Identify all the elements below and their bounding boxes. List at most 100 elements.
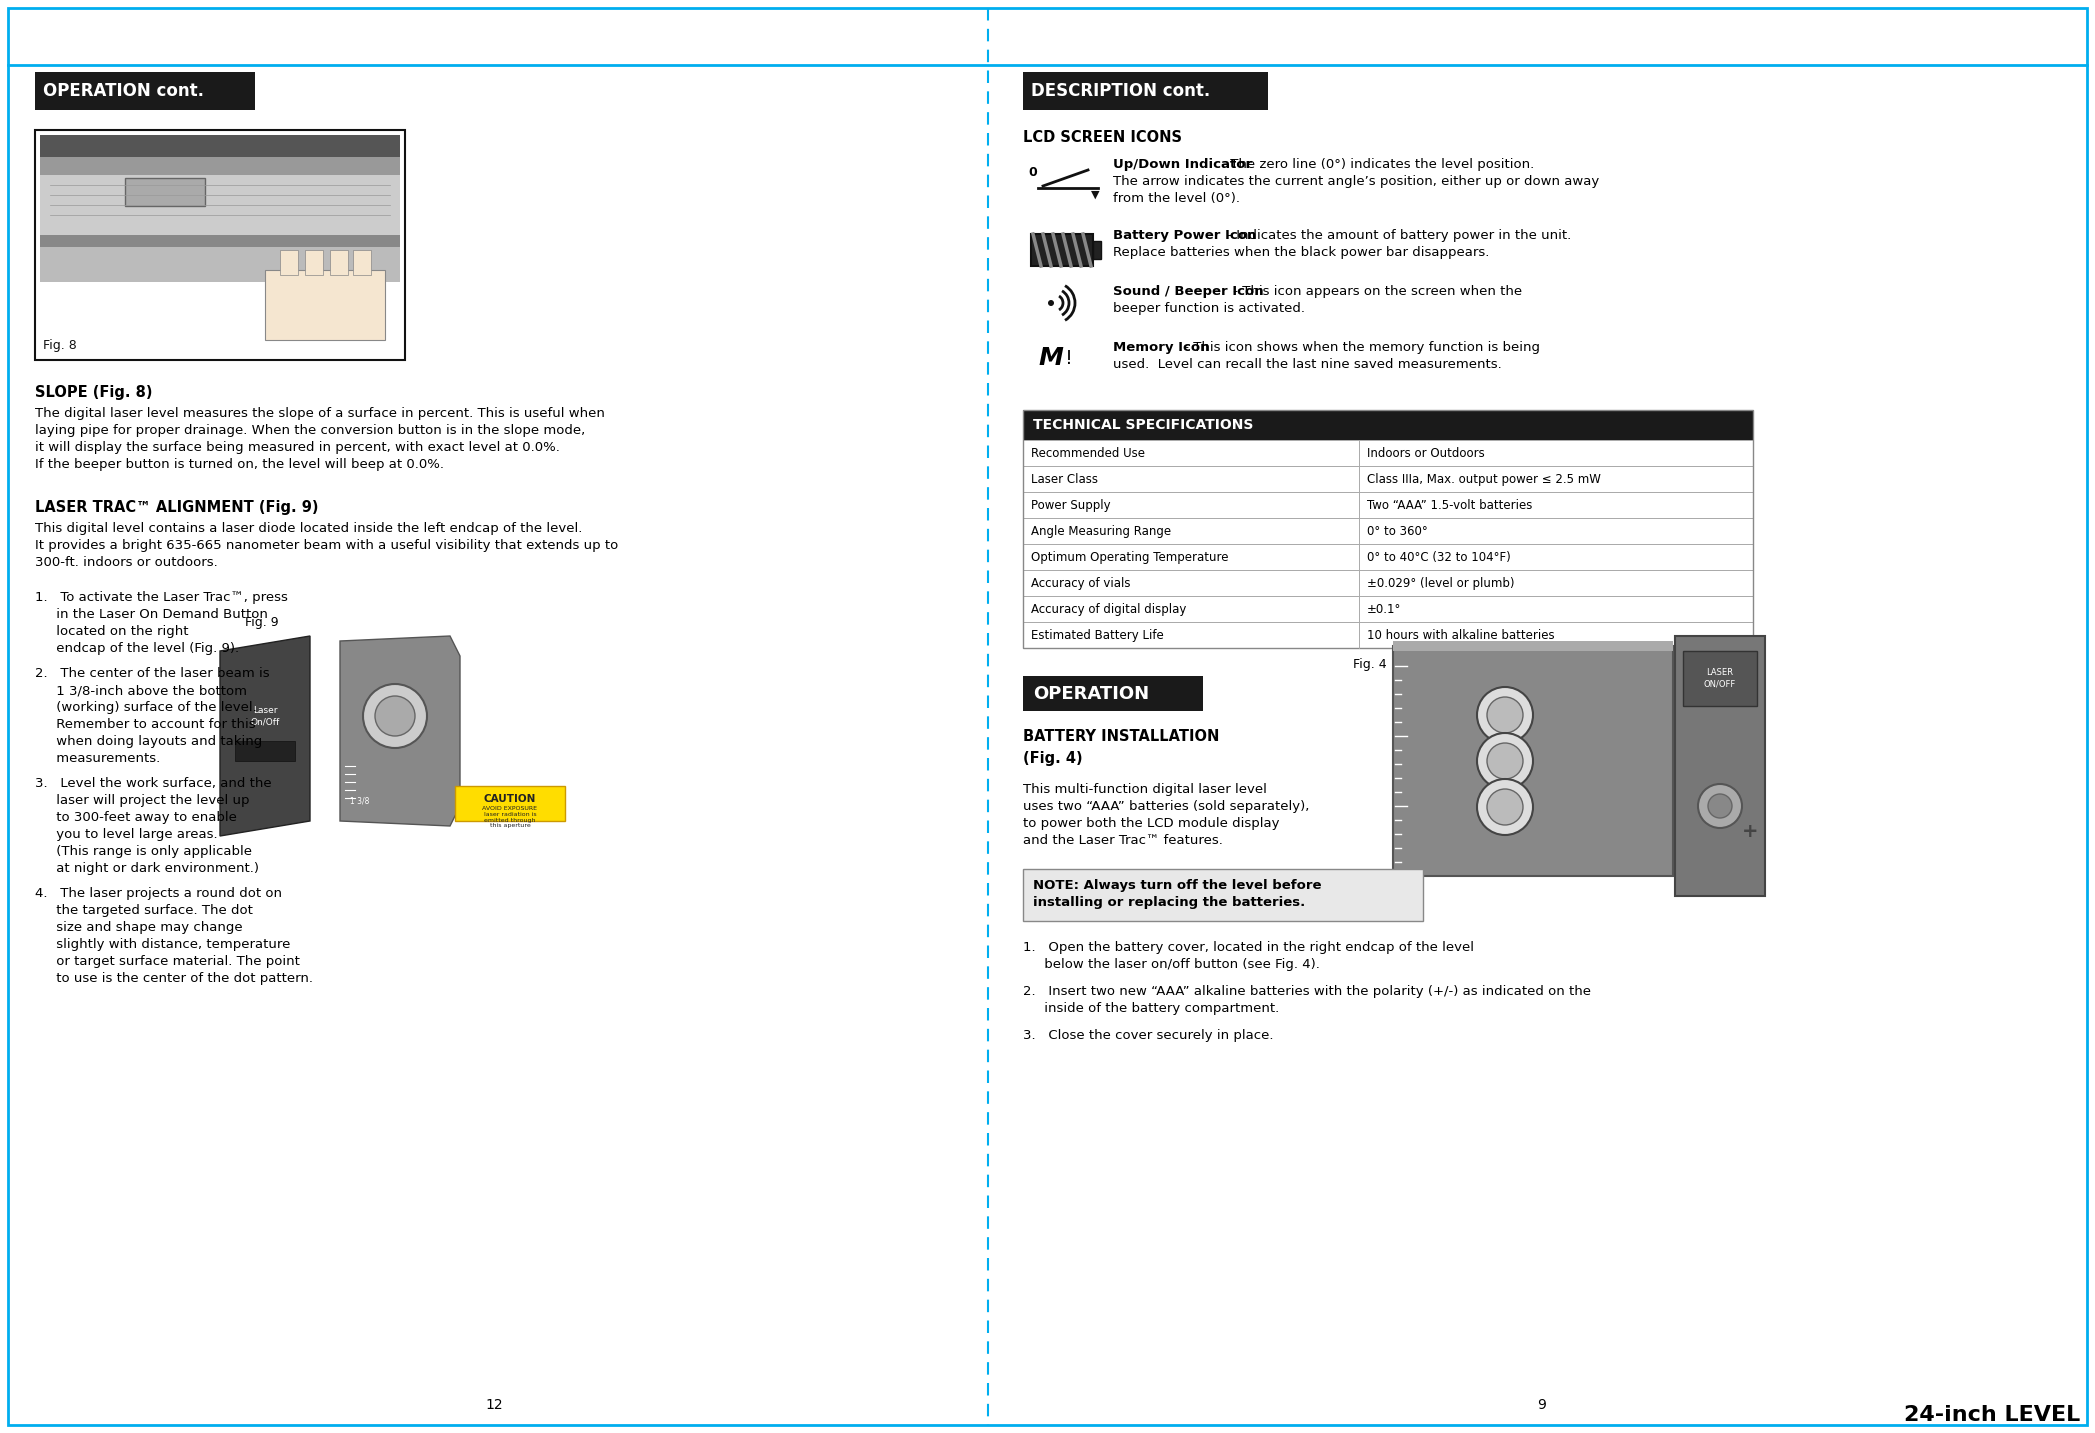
Text: - This icon appears on the screen when the: - This icon appears on the screen when t… (1230, 285, 1523, 298)
Text: uses two “AAA” batteries (sold separately),: uses two “AAA” batteries (sold separatel… (1022, 800, 1309, 813)
Text: when doing layouts and taking: when doing layouts and taking (36, 735, 262, 748)
Bar (1022, 868, 1423, 921)
Text: 12: 12 (486, 1399, 503, 1412)
Text: Power Supply: Power Supply (1031, 499, 1110, 512)
Circle shape (1477, 686, 1534, 742)
Text: 24-inch LEVEL: 24-inch LEVEL (1904, 1404, 2080, 1424)
Circle shape (1487, 742, 1523, 780)
Bar (264, 269, 385, 340)
Text: OPERATION cont.: OPERATION cont. (44, 82, 203, 100)
Text: Memory Icon: Memory Icon (1112, 341, 1209, 354)
Text: you to level large areas.: you to level large areas. (36, 828, 218, 841)
Text: 3.   Level the work surface, and the: 3. Level the work surface, and the (36, 777, 272, 790)
Circle shape (1699, 784, 1743, 828)
Circle shape (1477, 780, 1534, 835)
Bar (40, 235, 400, 246)
Text: Class IIIa, Max. output power ≤ 2.5 mW: Class IIIa, Max. output power ≤ 2.5 mW (1366, 473, 1601, 486)
Text: Fig. 8: Fig. 8 (44, 340, 78, 353)
Text: in the Laser On Demand Button: in the Laser On Demand Button (36, 608, 268, 620)
Text: below the laser on/off button (see Fig. 4).: below the laser on/off button (see Fig. … (1022, 959, 1320, 972)
Text: Laser
On/Off: Laser On/Off (251, 706, 279, 727)
Text: Remember to account for this: Remember to account for this (36, 718, 256, 731)
Text: it will display the surface being measured in percent, with exact level at 0.0%.: it will display the surface being measur… (36, 441, 559, 454)
Text: Angle Measuring Range: Angle Measuring Range (1031, 524, 1171, 537)
Text: Optimum Operating Temperature: Optimum Operating Temperature (1031, 550, 1228, 563)
Text: !: ! (1064, 350, 1073, 368)
Text: ±0.1°: ±0.1° (1366, 602, 1402, 616)
Text: M: M (1037, 345, 1062, 370)
Bar (306, 249, 323, 275)
Bar (1022, 570, 1754, 596)
Bar (1022, 492, 1754, 517)
Text: (Fig. 4): (Fig. 4) (1022, 751, 1083, 767)
Text: to power both the LCD module display: to power both the LCD module display (1022, 817, 1280, 830)
Text: BATTERY INSTALLATION: BATTERY INSTALLATION (1022, 729, 1219, 744)
Bar (36, 130, 404, 360)
Text: 3.   Close the cover securely in place.: 3. Close the cover securely in place. (1022, 1029, 1274, 1042)
Text: This multi-function digital laser level: This multi-function digital laser level (1022, 782, 1267, 795)
Text: 2.   The center of the laser beam is: 2. The center of the laser beam is (36, 666, 270, 681)
Bar (1031, 234, 1094, 267)
Text: 1 3/8: 1 3/8 (350, 795, 369, 805)
Text: ±0.029° (level or plumb): ±0.029° (level or plumb) (1366, 576, 1515, 589)
Text: 0° to 40°C (32 to 104°F): 0° to 40°C (32 to 104°F) (1366, 550, 1510, 563)
Text: to 300-feet away to enable: to 300-feet away to enable (36, 811, 237, 824)
Text: 1 3/8-inch above the bottom: 1 3/8-inch above the bottom (36, 684, 247, 696)
Text: slightly with distance, temperature: slightly with distance, temperature (36, 939, 291, 952)
Text: or target surface material. The point: or target surface material. The point (36, 954, 300, 969)
Text: LCD SCREEN ICONS: LCD SCREEN ICONS (1022, 130, 1182, 145)
Text: Battery Power Icon: Battery Power Icon (1112, 229, 1257, 242)
Bar (455, 785, 566, 821)
Text: SLOPE (Fig. 8): SLOPE (Fig. 8) (36, 385, 153, 400)
Text: This digital level contains a laser diode located inside the left endcap of the : This digital level contains a laser diod… (36, 522, 582, 535)
Text: DESCRIPTION cont.: DESCRIPTION cont. (1031, 82, 1211, 100)
Circle shape (375, 696, 415, 737)
Text: Accuracy of vials: Accuracy of vials (1031, 576, 1131, 589)
Bar (1022, 440, 1754, 466)
Text: beeper function is activated.: beeper function is activated. (1112, 302, 1305, 315)
Bar (1393, 641, 1674, 651)
Bar (40, 246, 400, 282)
Text: - This icon shows when the memory function is being: - This icon shows when the memory functi… (1179, 341, 1540, 354)
Text: Indoors or Outdoors: Indoors or Outdoors (1366, 447, 1485, 460)
Text: 300-ft. indoors or outdoors.: 300-ft. indoors or outdoors. (36, 556, 218, 569)
Text: 0° to 360°: 0° to 360° (1366, 524, 1427, 537)
Circle shape (1477, 734, 1534, 790)
Text: Recommended Use: Recommended Use (1031, 447, 1146, 460)
Text: the targeted surface. The dot: the targeted surface. The dot (36, 904, 253, 917)
Text: (working) surface of the level.: (working) surface of the level. (36, 701, 258, 714)
Bar (1022, 596, 1754, 622)
Text: measurements.: measurements. (36, 752, 159, 765)
Text: TECHNICAL SPECIFICATIONS: TECHNICAL SPECIFICATIONS (1033, 418, 1253, 431)
Text: Accuracy of digital display: Accuracy of digital display (1031, 602, 1186, 616)
Text: from the level (0°).: from the level (0°). (1112, 192, 1240, 205)
Text: AVOID EXPOSURE
laser radiation is
emitted through
this aperture: AVOID EXPOSURE laser radiation is emitte… (482, 805, 538, 828)
Circle shape (362, 684, 427, 748)
Text: Laser Class: Laser Class (1031, 473, 1098, 486)
Text: at night or dark environment.): at night or dark environment.) (36, 863, 260, 876)
Bar (331, 249, 348, 275)
Bar (40, 158, 400, 175)
Text: laser will project the level up: laser will project the level up (36, 794, 249, 807)
Text: 1.   To activate the Laser Trac™, press: 1. To activate the Laser Trac™, press (36, 590, 287, 603)
Text: installing or replacing the batteries.: installing or replacing the batteries. (1033, 896, 1305, 909)
Text: and the Laser Trac™ features.: and the Laser Trac™ features. (1022, 834, 1223, 847)
Bar (36, 72, 256, 110)
Bar (1676, 636, 1764, 896)
Text: Up/Down Indicator: Up/Down Indicator (1112, 158, 1253, 171)
Bar (40, 135, 400, 158)
Bar (352, 249, 371, 275)
Circle shape (1707, 794, 1733, 818)
Text: 0: 0 (1029, 166, 1037, 179)
Text: ▼: ▼ (1091, 191, 1100, 201)
Text: The digital laser level measures the slope of a surface in percent. This is usef: The digital laser level measures the slo… (36, 407, 605, 420)
Text: +: + (1741, 821, 1758, 841)
Text: Fig. 4: Fig. 4 (1353, 658, 1387, 671)
Bar (1022, 517, 1754, 545)
Text: 4.   The laser projects a round dot on: 4. The laser projects a round dot on (36, 887, 283, 900)
Bar (1022, 72, 1267, 110)
Text: If the beeper button is turned on, the level will beep at 0.0%.: If the beeper button is turned on, the l… (36, 459, 444, 471)
Text: 2.   Insert two new “AAA” alkaline batteries with the polarity (+/-) as indicate: 2. Insert two new “AAA” alkaline batteri… (1022, 984, 1590, 997)
Text: Two “AAA” 1.5-volt batteries: Two “AAA” 1.5-volt batteries (1366, 499, 1531, 512)
Text: LASER TRAC™ ALIGNMENT (Fig. 9): LASER TRAC™ ALIGNMENT (Fig. 9) (36, 500, 318, 514)
